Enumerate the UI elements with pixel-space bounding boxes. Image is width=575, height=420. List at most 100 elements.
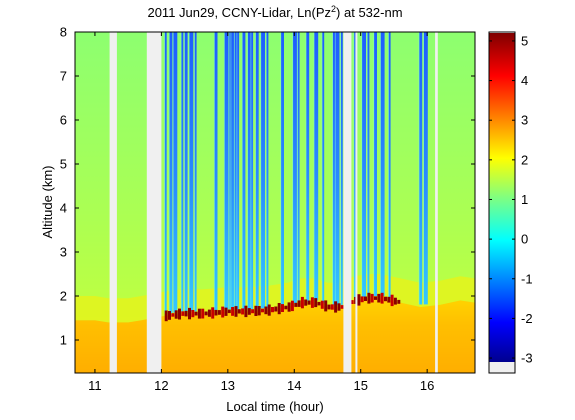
x-axis: 11 12 13 14 15 16 bbox=[88, 32, 434, 393]
y-tick-label: 4 bbox=[60, 201, 67, 216]
attenuation-stripe bbox=[374, 32, 377, 296]
stripe-edge bbox=[332, 32, 333, 305]
colorbar: -3 -2 -1 0 1 2 3 4 5 bbox=[488, 31, 533, 374]
attenuation-stripe bbox=[261, 32, 265, 309]
attenuation-stripe bbox=[335, 32, 340, 305]
stripe-edge bbox=[223, 32, 225, 310]
y-axis: 1 2 3 4 5 6 7 8 bbox=[60, 25, 475, 348]
y-axis-label: Altitude (km) bbox=[40, 166, 55, 239]
stripe-edge bbox=[321, 32, 323, 303]
cloud-top-speck bbox=[380, 292, 384, 304]
cloud-top-speck bbox=[307, 300, 311, 305]
cloud-top-speck bbox=[164, 310, 168, 322]
cloud-top-speck bbox=[390, 294, 394, 307]
stripe-edge bbox=[180, 32, 182, 312]
attenuation-stripe bbox=[173, 32, 178, 313]
cloud-top-speck bbox=[320, 300, 324, 309]
cloud-top-speck bbox=[224, 307, 228, 316]
attenuation-stripe bbox=[189, 32, 194, 312]
attenuation-stripe bbox=[229, 32, 232, 310]
data-gap bbox=[355, 32, 358, 373]
attenuation-stripe bbox=[314, 32, 319, 301]
stripe-edge bbox=[213, 32, 215, 311]
stripe-edge bbox=[292, 32, 294, 303]
colorbar-tick-label: 1 bbox=[521, 192, 528, 207]
cloud-top-speck bbox=[287, 302, 291, 312]
cloud-top-speck bbox=[217, 310, 221, 315]
data-gap bbox=[146, 32, 162, 373]
stripe-edge bbox=[380, 32, 381, 296]
stripe-edge bbox=[297, 32, 298, 302]
cloud-top-speck bbox=[310, 297, 314, 308]
cloud-top-speck bbox=[244, 305, 248, 318]
data-gap bbox=[109, 32, 117, 373]
cloud-top-speck bbox=[191, 310, 195, 318]
attenuation-stripe bbox=[380, 32, 385, 296]
cloud-top-speck bbox=[234, 306, 238, 317]
stripe-edge bbox=[230, 32, 232, 310]
y-tick-label: 2 bbox=[60, 289, 67, 304]
x-tick-label: 14 bbox=[287, 378, 301, 393]
cloud-top-speck bbox=[350, 300, 354, 304]
stripe-edge bbox=[353, 32, 355, 299]
stripe-edge bbox=[247, 32, 248, 310]
colorbar-frame bbox=[488, 31, 516, 374]
cloud-top-speck bbox=[207, 309, 211, 317]
attenuation-stripe bbox=[367, 32, 370, 296]
attenuation-stripe bbox=[292, 32, 297, 303]
cloud-top-speck bbox=[314, 298, 318, 308]
plot-frame bbox=[74, 31, 476, 374]
attenuation-stripe bbox=[247, 32, 252, 310]
cloud-top-speck bbox=[254, 305, 258, 316]
stripe-edge bbox=[313, 32, 315, 301]
cloud-top-speck bbox=[201, 308, 205, 319]
attenuation-stripe bbox=[255, 32, 259, 309]
colorbar-tick-label: -3 bbox=[521, 351, 533, 366]
chart-title: 2011 Jun29, CCNY-Lidar, Ln(Pz2) at 532-n… bbox=[147, 4, 402, 20]
y-tick-label: 7 bbox=[60, 69, 67, 84]
x-tick-label: 15 bbox=[353, 378, 367, 393]
attenuation-stripe bbox=[419, 32, 423, 305]
data-gap bbox=[435, 32, 438, 373]
stripe-edge bbox=[236, 32, 238, 310]
attenuation-stripe bbox=[340, 32, 343, 305]
cloud-top-speck bbox=[364, 296, 367, 301]
cloud-top-speck bbox=[174, 310, 178, 319]
cloud-top-speck bbox=[297, 300, 301, 307]
colorbar-tick-label: 0 bbox=[521, 232, 528, 247]
cloud-top-speck bbox=[181, 311, 185, 316]
cloud-top-speck bbox=[264, 306, 268, 315]
attenuation-stripe bbox=[181, 32, 184, 312]
cloud-top-speck bbox=[324, 300, 328, 312]
cloud-top-speck bbox=[397, 299, 401, 304]
cloud-top-speck bbox=[231, 307, 235, 316]
y-tick-label: 1 bbox=[60, 333, 67, 348]
cloud-top-speck bbox=[171, 313, 175, 317]
cloud-top-speck bbox=[370, 293, 374, 303]
cloud-top-speck bbox=[304, 299, 308, 306]
cloud-top-speck bbox=[211, 307, 215, 319]
cloud-top-speck bbox=[300, 296, 304, 309]
attenuation-stripe bbox=[362, 32, 366, 297]
cloud-top-speck bbox=[327, 304, 331, 310]
stripe-edge bbox=[194, 32, 195, 312]
cloud-top-speck bbox=[284, 305, 288, 310]
cloud-top-speck bbox=[367, 292, 371, 304]
stripe-edge bbox=[250, 32, 252, 309]
attenuation-stripe bbox=[237, 32, 240, 310]
attenuation-stripe bbox=[332, 32, 336, 305]
cloud-top-speck bbox=[357, 294, 361, 306]
y-tick-label: 6 bbox=[60, 113, 67, 128]
stripe-edge bbox=[280, 32, 282, 306]
attenuation-stripe bbox=[322, 32, 325, 303]
colorbar-gradient bbox=[489, 33, 515, 362]
x-tick-label: 13 bbox=[221, 378, 235, 393]
cloud-top-speck bbox=[184, 310, 188, 317]
x-axis-label: Local time (hour) bbox=[226, 399, 324, 414]
cloud-top-speck bbox=[281, 304, 284, 312]
cloud-top-speck bbox=[271, 307, 274, 313]
cloud-top-speck bbox=[178, 308, 181, 320]
colorbar-tick-label: 2 bbox=[521, 152, 528, 167]
